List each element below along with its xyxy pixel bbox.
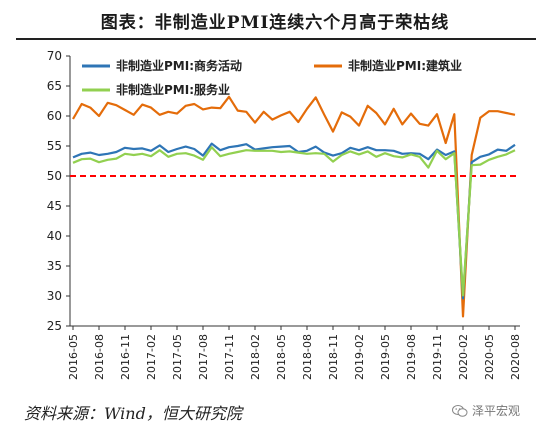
x-tick-label: 2019-08 [405,334,418,380]
y-tick-label: 45 [47,199,62,213]
x-tick-label: 2017-08 [197,334,210,380]
line-chart: 25 30 35 40 45 50 55 60 65 70 2016-05 2016-08 2016-1… [47,49,522,380]
x-tick-label: 2016-08 [93,334,106,380]
y-tick-label: 40 [47,229,62,243]
y-tick-label: 25 [47,319,62,333]
x-tick-label: 2018-11 [327,334,340,380]
x-tick-label: 2020-08 [509,334,522,380]
y-tick-label: 70 [47,49,62,63]
x-tick-label: 2020-02 [457,334,470,380]
x-tick-label: 2019-11 [431,334,444,380]
legend-label-services: 非制造业PMI:服务业 [116,82,230,97]
watermark: 泽平宏观 [451,402,520,419]
wechat-icon [451,404,468,417]
title-rule [16,38,536,40]
series-line-services [72,146,516,297]
legend-label-commerce: 非制造业PMI:商务活动 [116,58,242,73]
source-note: 资料来源：Wind，恒大研究院 [24,404,242,423]
x-tick-label: 2016-11 [119,334,132,380]
series-line-construction [72,95,516,318]
chart-title: 图表：非制造业PMI连续六个月高于荣枯线 [100,13,450,33]
series-line-commerce [72,142,516,300]
y-tick-label: 55 [47,139,62,153]
x-tick-label: 2017-05 [171,334,184,380]
y-tick-label: 65 [47,79,62,93]
x-tick-label: 2019-05 [379,334,392,380]
legend-label-construction: 非制造业PMI:建筑业 [348,58,462,73]
watermark-text: 泽平宏观 [471,404,520,418]
axis-layer: 25 30 35 40 45 50 55 60 65 70 2016-05 2016-08 2016-1… [47,49,522,380]
y-tick-label: 30 [47,289,62,303]
x-tick-label: 2018-05 [275,334,288,380]
x-tick-label: 2017-02 [145,334,158,380]
x-tick-label: 2016-05 [67,334,80,380]
y-tick-label: 35 [47,259,62,273]
x-tick-label: 2019-02 [353,334,366,380]
x-tick-label: 2018-08 [301,334,314,380]
x-tick-label: 2020-05 [483,334,496,380]
x-tick-label: 2017-11 [223,334,236,380]
x-tick-label: 2018-02 [249,334,262,380]
series-layer [72,95,516,318]
y-tick-label: 50 [47,169,62,183]
y-tick-label: 60 [47,109,62,123]
